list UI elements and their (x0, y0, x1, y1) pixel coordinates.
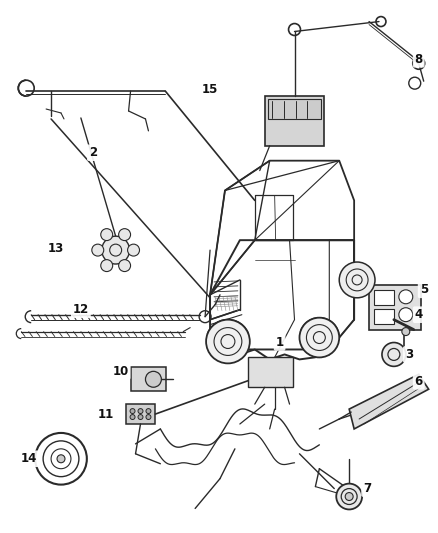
Circle shape (399, 308, 413, 321)
Text: 5: 5 (420, 284, 428, 296)
Circle shape (130, 415, 135, 419)
Circle shape (382, 343, 406, 366)
Circle shape (402, 328, 410, 336)
Text: 2: 2 (89, 146, 97, 159)
Circle shape (336, 483, 362, 510)
Circle shape (127, 244, 140, 256)
Circle shape (146, 415, 151, 419)
Text: 12: 12 (73, 303, 89, 316)
Bar (131, 367, 166, 391)
Text: 6: 6 (415, 375, 423, 388)
Bar (265, 96, 324, 146)
Circle shape (399, 290, 413, 304)
Circle shape (146, 409, 151, 414)
Circle shape (57, 455, 65, 463)
Circle shape (300, 318, 339, 358)
Circle shape (138, 409, 143, 414)
Bar (248, 358, 293, 387)
Circle shape (119, 229, 131, 240)
Text: 13: 13 (48, 241, 64, 255)
Circle shape (339, 262, 375, 298)
Text: 3: 3 (405, 348, 413, 361)
Text: 7: 7 (363, 482, 371, 495)
Circle shape (145, 372, 161, 387)
Circle shape (101, 260, 113, 271)
Text: 14: 14 (21, 453, 37, 465)
Circle shape (92, 244, 104, 256)
Circle shape (102, 236, 130, 264)
Circle shape (35, 433, 87, 484)
Text: 8: 8 (415, 53, 423, 66)
Text: 10: 10 (113, 365, 129, 378)
Circle shape (101, 229, 113, 240)
Text: 15: 15 (202, 83, 218, 95)
Polygon shape (349, 374, 429, 429)
Circle shape (206, 320, 250, 364)
Bar (126, 404, 155, 424)
Circle shape (138, 415, 143, 419)
Text: 11: 11 (98, 408, 114, 421)
Text: 4: 4 (415, 308, 423, 321)
Circle shape (130, 409, 135, 414)
Bar (374, 290, 394, 305)
Bar (369, 285, 421, 329)
Bar (268, 99, 321, 119)
Circle shape (345, 492, 353, 500)
Circle shape (119, 260, 131, 271)
Text: 1: 1 (276, 336, 284, 349)
Bar (374, 309, 394, 324)
